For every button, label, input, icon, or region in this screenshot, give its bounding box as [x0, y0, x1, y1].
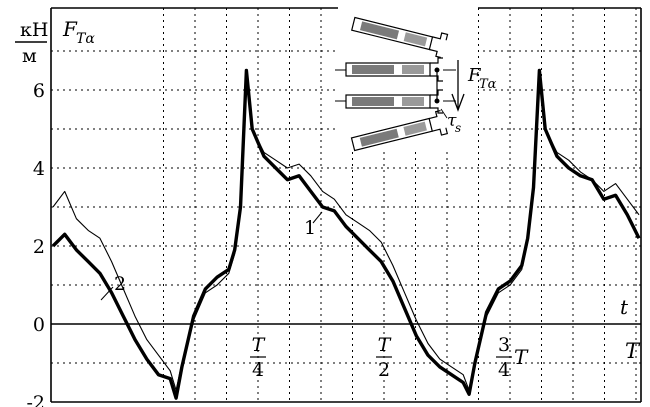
tau-leader	[440, 108, 448, 119]
inset-pivot-bottom	[434, 98, 440, 104]
series-2-line	[52, 69, 640, 391]
y-tick-label: 6	[33, 80, 45, 102]
x-tick-denominator: 4	[252, 359, 264, 381]
inset-tau-label-main: τ	[447, 111, 457, 131]
inset-force-label-sub: Tα	[479, 77, 497, 92]
x-axis-label: t	[620, 295, 629, 319]
y-tick-label: 4	[33, 158, 45, 180]
inset-rod-4	[350, 109, 449, 152]
y-tick-label: -2	[26, 392, 45, 407]
y-axis-label-main: F	[62, 17, 78, 41]
inset-force-label-main: F	[467, 65, 482, 86]
x-tick-numerator: 3	[498, 334, 510, 356]
y-tick-label: 0	[33, 314, 45, 336]
y-unit-numerator: кН	[20, 19, 48, 41]
inset-pivot-top	[434, 67, 440, 73]
series-2-label: 2	[114, 273, 126, 295]
x-tick-denominator: 2	[378, 359, 390, 381]
y-tick-label: 2	[33, 236, 45, 258]
y-unit-denominator: м	[22, 45, 37, 67]
series-layer	[51, 68, 641, 400]
series-1-label: 1	[304, 217, 316, 239]
y-axis-label-sub: Tα	[76, 31, 95, 47]
inset-rod-1	[351, 16, 449, 59]
x-tick-denominator: 4	[498, 359, 510, 381]
inset-rod-2	[335, 57, 456, 82]
x-tick-numerator: T	[378, 334, 392, 356]
series-1-leader	[312, 211, 323, 224]
inset-rod-3	[335, 89, 456, 114]
series-2-leader	[100, 286, 114, 301]
y-tick-labels: 6 4 2 0 -2	[26, 80, 45, 407]
force-arrow-head	[451, 93, 465, 112]
inset-tau-label-sub: s	[455, 121, 461, 135]
x-tick-numerator: T	[252, 334, 266, 356]
x-tick-label: T	[625, 339, 641, 363]
component-inset: F Tα τ s	[335, 0, 497, 152]
x-tick-suffix: T	[514, 345, 529, 369]
